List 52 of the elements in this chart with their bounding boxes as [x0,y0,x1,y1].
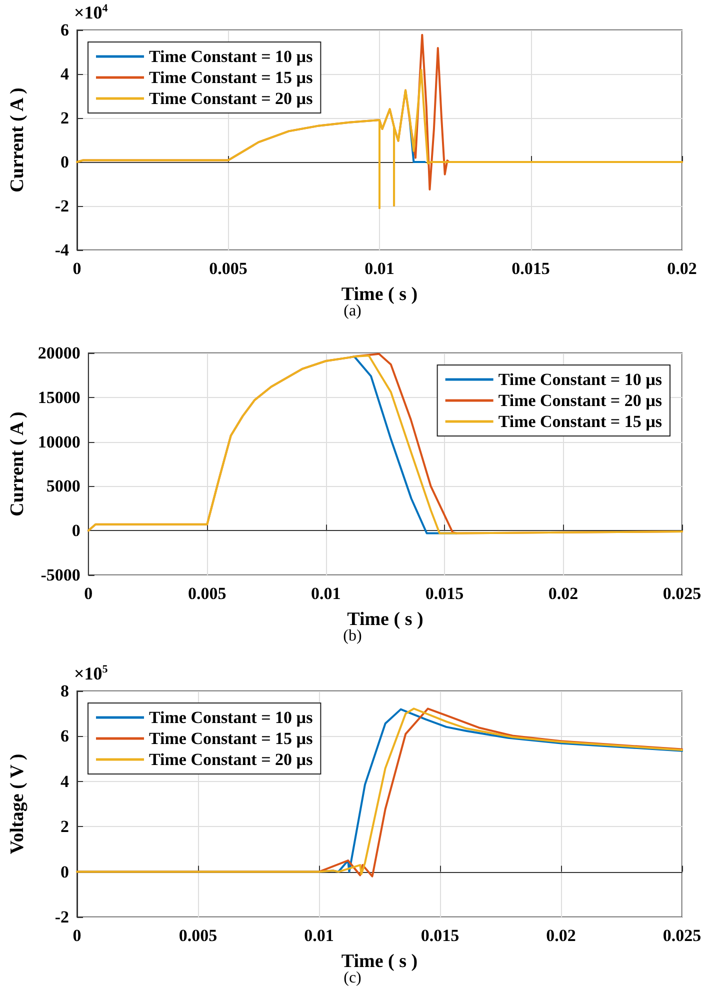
x-tick-label: 0.01 [304,926,334,945]
y-tick-label: -5000 [40,566,80,584]
x-axis-title: Time ( s ) [341,284,418,305]
y-tick-label: 0 [60,152,69,172]
x-tick-label: 0.01 [310,584,341,603]
x-tick-label: 0.02 [548,584,578,603]
y-tick-label: 6 [60,20,69,40]
legend-label: Time Constant = 10 µs [149,708,314,727]
y-tick-label: 4 [60,772,70,791]
x-tick-label: 0 [84,584,93,603]
y-tick-label: 10000 [38,432,80,452]
y-axis-title: Current ( A ) [7,88,28,192]
x-tick-label: 0.005 [209,259,248,278]
x-tick-label: 0.02 [667,259,697,278]
y-tick-label: 8 [60,682,69,700]
y-tick-label: 0 [72,521,80,540]
text: (b) [343,628,362,644]
x-tick-label: 0.005 [178,926,218,945]
y-tick-label: -2 [54,908,69,926]
x-tick-label: 0.005 [188,584,226,603]
y-tick-label: 15000 [38,388,80,407]
legend-label: Time Constant = 10 µs [149,47,314,66]
legend-label: Time Constant = 20 µs [149,89,314,108]
x-tick-label: 0.025 [662,926,702,945]
y-tick-label: -2 [54,196,69,216]
x-tick-label: 0.015 [425,584,464,603]
x-tick-label: 0.015 [512,259,550,278]
y-tick-label: 2 [60,108,69,128]
y-axis-title: Voltage ( V ) [7,754,28,854]
y-tick-label: 4 [60,64,70,84]
y-tick-label: 6 [60,726,69,746]
x-tick-label: 0.025 [662,584,702,603]
x-axis-title: Time ( s ) [341,951,418,972]
line-series [76,68,683,209]
x-tick-label: 0.01 [364,259,394,278]
legend-label: Time Constant = 15 µs [149,729,314,748]
y-axis-title: Current ( A ) [7,412,28,516]
x-tick-label: 0.015 [420,926,460,945]
legend-label: Time Constant = 20 µs [498,391,662,410]
y-tick-label: -4 [54,240,70,260]
x-axis-title: Time ( s ) [347,609,424,630]
y-tick-label: 5000 [46,476,80,496]
x-tick-label: 0.02 [546,926,576,945]
text: (a) [344,302,362,320]
y-tick-label: 20000 [38,344,80,362]
legend-label: Time Constant = 10 µs [498,370,662,389]
legend-label: Time Constant = 20 µs [149,750,314,769]
text: (c) [344,970,362,986]
y-tick-label: 0 [60,862,69,882]
legend-label: Time Constant = 15 µs [498,412,662,431]
y-tick-label: 2 [60,817,69,836]
legend-label: Time Constant = 15 µs [149,68,314,87]
